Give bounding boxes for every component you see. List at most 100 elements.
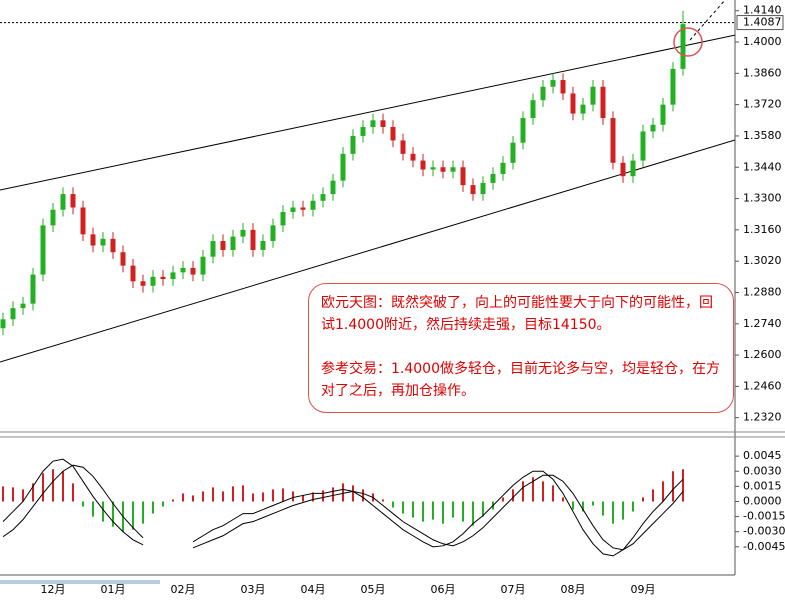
candle-body: [220, 241, 226, 250]
candle-body: [620, 162, 626, 177]
histogram-bar: [22, 489, 24, 502]
candle-body: [610, 118, 616, 163]
histogram-bar: [652, 489, 654, 502]
y-tick-label: 0.0000: [743, 494, 782, 507]
candle-body: [80, 207, 86, 235]
histogram-bar: [482, 501, 484, 517]
histogram-bar: [612, 501, 614, 524]
histogram-bar: [622, 501, 624, 520]
histogram-bar: [572, 501, 574, 510]
histogram-bar: [592, 501, 594, 506]
candle-body: [130, 265, 136, 282]
y-tick-label: -0.0015: [743, 510, 785, 523]
histogram-bar: [282, 488, 284, 502]
candle-body: [410, 153, 416, 161]
histogram-bar: [382, 499, 384, 502]
candle-body: [90, 234, 96, 246]
x-tick-label: 04月: [301, 583, 326, 596]
candle-body: [350, 135, 356, 154]
y-tick-label: 0.0015: [743, 479, 782, 492]
histogram-bar: [12, 487, 14, 502]
trend-line: [0, 139, 735, 363]
candle-body: [40, 225, 46, 275]
y-tick-label: 1.3020: [743, 254, 782, 267]
candle-body: [230, 236, 236, 250]
candle-body: [170, 272, 176, 280]
histogram-bar: [632, 501, 634, 512]
x-tick-label: 03月: [241, 583, 266, 596]
histogram-bar: [1, 486, 4, 502]
macd-panel: [1, 458, 684, 557]
histogram-bar: [582, 501, 584, 512]
candle-body: [530, 100, 536, 119]
histogram-bar: [272, 489, 274, 502]
candle-body: [120, 252, 126, 266]
candle-body: [560, 80, 566, 94]
macd-line: [2, 458, 684, 557]
histogram-bar: [682, 469, 684, 502]
y-tick-label: 1.3160: [743, 223, 782, 236]
candle-body: [280, 211, 286, 226]
candle-body: [570, 93, 576, 114]
histogram-bar: [32, 483, 34, 502]
histogram-bar: [412, 501, 414, 518]
histogram-bar: [402, 501, 404, 514]
candle-body: [510, 142, 516, 163]
candle-body: [100, 238, 106, 246]
candle-body: [180, 267, 186, 273]
candle-body: [480, 182, 486, 195]
histogram-bar: [212, 487, 214, 502]
histogram-bar: [232, 486, 234, 502]
candle-body: [330, 180, 336, 195]
histogram-bar: [602, 501, 604, 516]
histogram-bar: [462, 501, 464, 522]
y-tick-label: 1.2880: [743, 285, 782, 298]
y-tick-label: 1.3720: [743, 98, 782, 111]
histogram-bar: [42, 473, 44, 502]
histogram-bar: [472, 501, 474, 526]
y-tick-label: -0.0045: [743, 540, 785, 553]
y-tick-label: 0.0030: [743, 464, 782, 477]
candle-body: [520, 118, 526, 143]
x-tick-label: 01月: [101, 583, 126, 596]
histogram-bar: [252, 493, 254, 502]
x-tick-label: 06月: [431, 583, 456, 596]
candle-body: [460, 167, 466, 186]
histogram-bar: [202, 491, 204, 502]
y-tick-label: 1.3580: [743, 129, 782, 142]
histogram-bar: [422, 501, 424, 522]
histogram-bar: [342, 483, 344, 502]
candle-body: [670, 68, 676, 105]
candle-body: [490, 173, 496, 183]
histogram-bar: [112, 501, 114, 527]
highlight-circle: [673, 27, 703, 57]
y-tick-label: 1.2740: [743, 317, 782, 330]
histogram-bar: [332, 487, 334, 502]
candle-body: [660, 104, 666, 125]
candle-body: [200, 256, 206, 275]
y-tick-label: 1.2320: [743, 411, 782, 424]
candle-body: [10, 308, 16, 320]
candle-body: [260, 241, 266, 250]
trend-line: [0, 34, 735, 191]
candle-body: [20, 303, 26, 309]
histogram-bar: [142, 501, 144, 524]
candle-body: [550, 80, 556, 87]
signal-line: [2, 464, 684, 551]
candle-body: [0, 319, 6, 329]
y-tick-label: 1.3300: [743, 192, 782, 205]
candle-body: [290, 207, 296, 212]
candle-body: [320, 194, 326, 201]
histogram-bar: [262, 492, 264, 502]
histogram-bar: [432, 501, 434, 520]
x-tick-label: 08月: [561, 583, 586, 596]
candle-body: [640, 131, 646, 161]
histogram-bar: [242, 485, 244, 502]
histogram-bar: [562, 497, 564, 502]
histogram-bar: [512, 489, 514, 502]
trend-line: [689, 0, 726, 41]
candle-body: [380, 120, 386, 128]
candle-body: [160, 276, 166, 280]
candle-body: [370, 120, 376, 128]
candle-body: [340, 153, 346, 181]
